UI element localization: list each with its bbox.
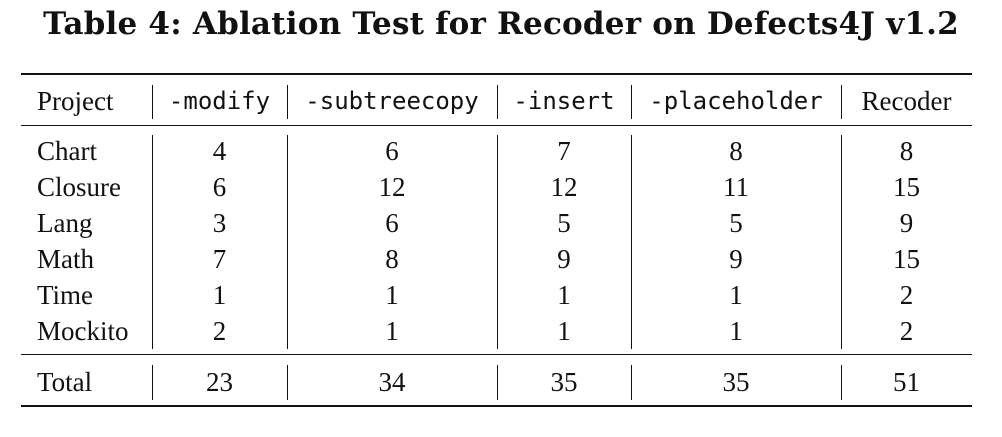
row-project: Chart	[37, 136, 97, 166]
cell-value: 6	[385, 136, 399, 166]
col-divider	[631, 365, 633, 400]
cell-value: 12	[378, 172, 406, 202]
cell-value: 6	[385, 208, 399, 238]
col-divider	[631, 85, 633, 119]
col-divider	[841, 365, 843, 400]
bottom-rule	[21, 405, 972, 408]
col-divider	[841, 135, 843, 349]
total-rule	[21, 354, 972, 356]
cell-value: 11	[723, 172, 749, 202]
col-divider	[497, 85, 499, 119]
col-divider	[287, 365, 289, 400]
cell-value: 6	[212, 172, 227, 202]
header-rule	[21, 125, 972, 127]
cell-value: 1	[557, 280, 571, 310]
top-rule	[21, 73, 972, 76]
cell-value: 15	[893, 244, 920, 274]
cell-value: 7	[557, 136, 571, 166]
col-divider	[152, 135, 154, 349]
cell-value: 3	[212, 208, 227, 238]
cell-value: 1	[385, 316, 399, 346]
col-divider	[841, 85, 843, 119]
row-project: Math	[37, 244, 94, 274]
table-caption: Table 4: Ablation Test for Recoder on De…	[43, 6, 959, 42]
total-value: 35	[722, 367, 750, 397]
row-project: Closure	[37, 172, 121, 202]
cell-value: 12	[550, 172, 578, 202]
column-header-project: Project	[37, 86, 114, 116]
cell-value: 1	[729, 280, 743, 310]
cell-value: 9	[557, 244, 571, 274]
column-header-subtreecopy: -subtreecopy	[305, 87, 479, 115]
total-value: 51	[893, 367, 920, 397]
cell-value: 1	[212, 280, 227, 310]
cell-value: 8	[729, 136, 743, 166]
col-divider	[287, 85, 289, 119]
row-project: Lang	[37, 208, 93, 238]
col-divider	[631, 135, 633, 349]
row-project: Mockito	[37, 316, 129, 346]
cell-value: 15	[893, 172, 920, 202]
cell-value: 8	[385, 244, 399, 274]
row-project: Time	[37, 280, 94, 310]
column-header-modify: -modify	[168, 87, 271, 115]
cell-value: 5	[729, 208, 743, 238]
total-value: 35	[550, 367, 578, 397]
cell-value: 9	[899, 208, 914, 238]
cell-value: 2	[899, 316, 914, 346]
cell-value: 7	[212, 244, 227, 274]
column-header-insert: -insert	[513, 87, 615, 115]
cell-value: 5	[557, 208, 571, 238]
col-divider	[152, 365, 154, 400]
cell-value: 1	[385, 280, 399, 310]
cell-value: 1	[729, 316, 743, 346]
col-divider	[497, 365, 499, 400]
column-header-recoder: Recoder	[861, 86, 952, 116]
col-divider	[287, 135, 289, 349]
total-value: 23	[206, 367, 233, 397]
col-divider	[497, 135, 499, 349]
cell-value: 4	[212, 136, 227, 166]
cell-value: 9	[729, 244, 743, 274]
ablation-table: Project -modify -subtreecopy -insert -pl…	[21, 73, 972, 437]
column-header-placeholder: -placeholder	[649, 87, 823, 115]
col-divider	[152, 85, 154, 119]
cell-value: 2	[212, 316, 227, 346]
total-label: Total	[37, 367, 93, 397]
cell-value: 8	[899, 136, 914, 166]
cell-value: 1	[557, 316, 571, 346]
cell-value: 2	[899, 280, 914, 310]
total-value: 34	[378, 367, 406, 397]
